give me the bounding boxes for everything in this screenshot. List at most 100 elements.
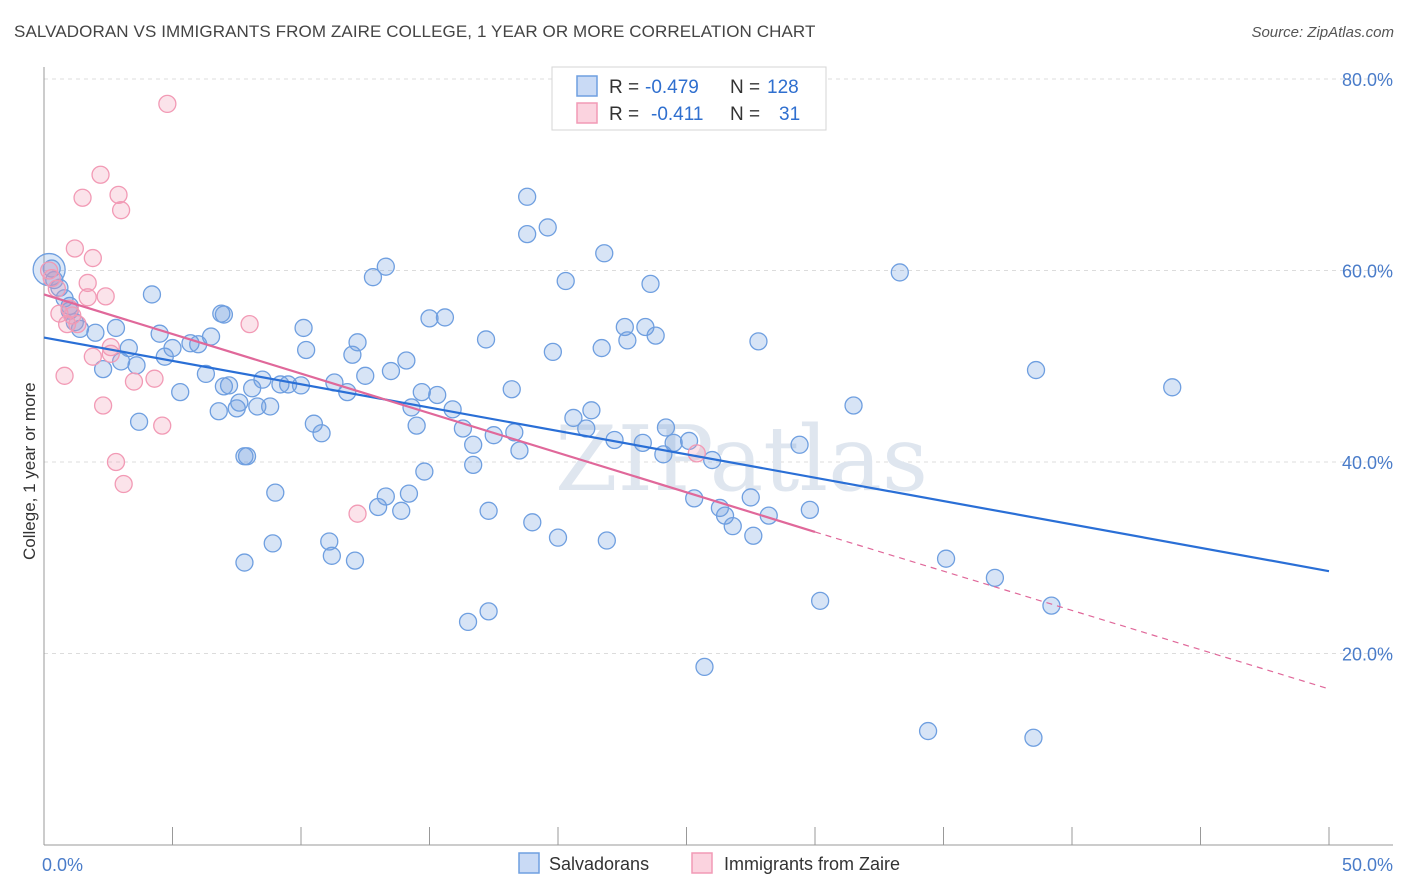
point-salvadorans — [618, 331, 637, 350]
chart-title: SALVADORAN VS IMMIGRANTS FROM ZAIRE COLL… — [14, 22, 816, 41]
point-salvadorans — [248, 397, 267, 416]
point-immigrants-from-zaire — [57, 314, 77, 334]
point-immigrants-from-zaire — [47, 279, 66, 298]
point-salvadorans — [1024, 728, 1043, 747]
point-salvadorans — [890, 263, 909, 282]
axes — [43, 67, 1393, 846]
point-salvadorans — [548, 528, 568, 547]
trend-line-salvadorans — [43, 336, 1330, 573]
legend-n-label-1: N = — [730, 77, 760, 98]
point-salvadorans — [127, 356, 146, 375]
point-immigrants-from-zaire — [78, 288, 97, 307]
bottom-legend: Salvadorans Immigrants from Zaire — [518, 852, 900, 874]
y-tick-label: 40.0% — [1342, 453, 1393, 473]
point-salvadorans — [936, 549, 956, 568]
point-salvadorans — [320, 532, 339, 551]
point-salvadorans — [502, 380, 521, 399]
point-salvadorans — [296, 340, 316, 360]
point-salvadorans — [518, 187, 537, 206]
tick-labels: 20.0% 40.0% 60.0% 80.0% 0.0% 50.0% — [42, 70, 1393, 875]
point-salvadorans — [790, 435, 809, 454]
point-salvadorans — [543, 342, 563, 362]
legend-r-label-2: R = — [609, 104, 639, 125]
bottom-legend-swatch-pink — [691, 852, 713, 874]
point-salvadorans — [1026, 360, 1046, 380]
point-salvadorans — [230, 393, 249, 412]
point-salvadorans — [695, 657, 714, 677]
point-salvadorans — [294, 318, 313, 338]
legend-swatch-blue — [576, 75, 598, 97]
point-salvadorans — [749, 332, 768, 351]
point-immigrants-from-zaire — [114, 474, 133, 494]
point-immigrants-from-zaire — [65, 239, 84, 258]
trend-lines — [43, 293, 1330, 690]
y-tick-label: 20.0% — [1342, 645, 1393, 665]
point-salvadorans — [479, 602, 498, 621]
y-axis-label: College, 1 year or more — [20, 382, 39, 560]
point-salvadorans — [564, 408, 583, 428]
point-immigrants-from-zaire — [78, 273, 97, 293]
point-salvadorans — [304, 414, 324, 433]
point-immigrants-from-zaire — [55, 366, 74, 385]
legend-n-label-2: N = — [730, 104, 760, 125]
point-salvadorans — [345, 551, 365, 570]
point-salvadorans — [633, 433, 652, 453]
point-salvadorans — [464, 435, 483, 454]
point-salvadorans — [646, 326, 665, 345]
point-salvadorans — [392, 501, 411, 520]
legend-r-value-1: -0.479 — [645, 77, 699, 98]
point-salvadorans — [219, 376, 239, 395]
point-immigrants-from-zaire — [42, 269, 61, 288]
legend-swatch-pink — [576, 102, 598, 124]
point-salvadorans — [615, 317, 634, 337]
point-immigrants-from-zaire — [153, 416, 172, 435]
point-salvadorans — [518, 224, 537, 244]
point-immigrants-from-zaire — [240, 314, 259, 334]
point-immigrants-from-zaire — [96, 287, 115, 306]
trend-line-immigrants-from-zaire-extension — [814, 531, 1330, 690]
point-salvadorans — [368, 497, 388, 517]
point-salvadorans — [348, 333, 367, 352]
bottom-legend-label-2: Immigrants from Zaire — [724, 854, 900, 874]
point-salvadorans — [142, 285, 162, 304]
point-immigrants-from-zaire — [109, 185, 128, 205]
point-salvadorans — [266, 483, 285, 502]
point-salvadorans — [106, 318, 126, 338]
point-immigrants-from-zaire — [124, 372, 144, 391]
point-salvadorans — [93, 359, 113, 379]
point-salvadorans — [523, 513, 542, 532]
point-salvadorans — [155, 347, 174, 366]
point-salvadorans — [201, 327, 221, 346]
point-immigrants-from-zaire — [83, 248, 102, 268]
point-salvadorans — [42, 259, 61, 278]
y-tick-label: 60.0% — [1342, 262, 1393, 282]
point-immigrants-from-zaire — [63, 306, 82, 325]
point-salvadorans — [263, 534, 282, 553]
point-salvadorans — [86, 323, 105, 342]
legend: R = -0.479 N = 128 R = -0.411 N = 31 — [551, 66, 827, 131]
point-salvadorans — [479, 501, 498, 520]
point-immigrants-from-zaire — [101, 337, 120, 357]
point-salvadorans — [458, 612, 478, 632]
point-immigrants-from-zaire — [106, 452, 126, 472]
point-salvadorans — [312, 424, 331, 443]
point-salvadorans — [741, 488, 760, 507]
point-salvadorans — [582, 401, 601, 420]
point-salvadorans — [376, 257, 395, 276]
point-salvadorans — [209, 402, 228, 421]
point-salvadorans — [356, 366, 375, 385]
point-salvadorans — [415, 462, 434, 481]
point-salvadorans — [363, 268, 383, 287]
point-salvadorans — [844, 396, 863, 415]
point-salvadorans — [129, 412, 149, 431]
point-immigrants-from-zaire — [68, 314, 87, 334]
point-salvadorans — [918, 721, 938, 741]
point-immigrants-from-zaire — [83, 347, 102, 366]
point-salvadorans — [985, 568, 1005, 588]
y-tick-label: 80.0% — [1342, 70, 1393, 90]
point-salvadorans — [556, 271, 575, 291]
point-salvadorans — [810, 591, 830, 610]
point-salvadorans — [723, 517, 742, 536]
point-salvadorans — [237, 447, 257, 466]
